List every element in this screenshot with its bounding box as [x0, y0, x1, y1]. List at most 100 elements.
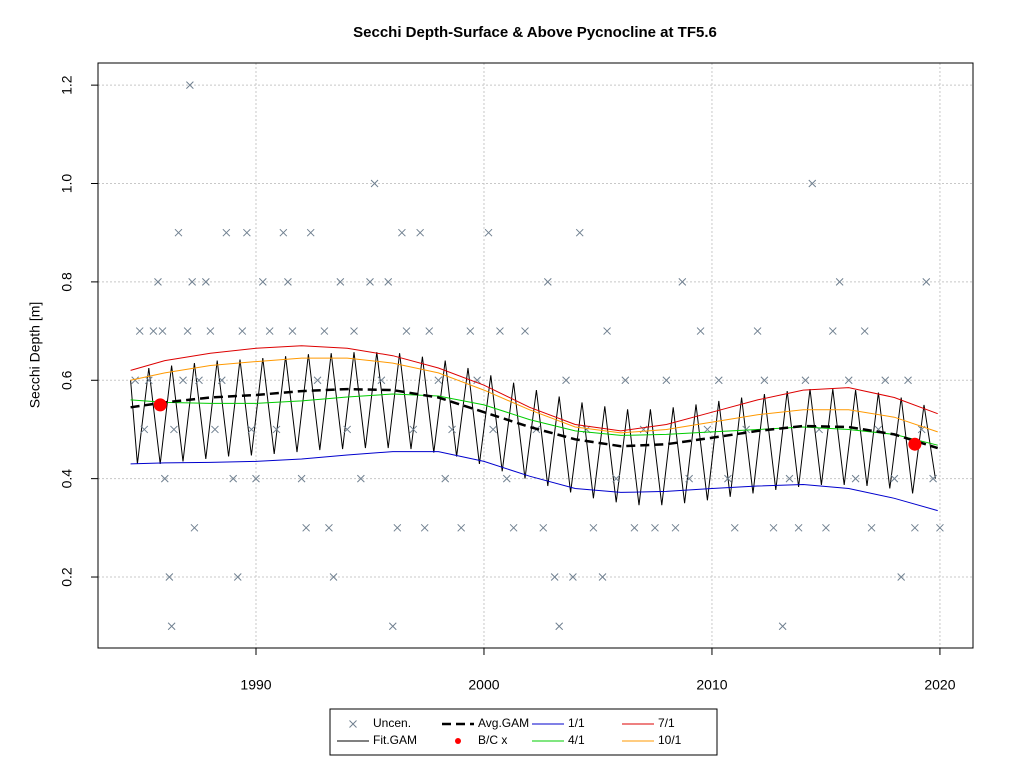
data-point	[233, 573, 242, 581]
data-point	[769, 523, 778, 532]
data-point	[306, 228, 315, 237]
data-point	[167, 622, 176, 631]
data-point	[473, 376, 481, 385]
data-point	[929, 474, 937, 483]
data-point	[678, 278, 687, 286]
data-point	[288, 327, 297, 335]
data-point	[229, 474, 238, 483]
data-point	[325, 523, 333, 532]
data-point	[357, 474, 365, 483]
data-point	[844, 376, 853, 385]
data-point	[370, 179, 379, 188]
x-tick-label: 2010	[696, 677, 727, 693]
data-point	[247, 425, 256, 434]
data-point	[402, 327, 411, 335]
data-point	[131, 376, 140, 385]
data-point	[785, 474, 794, 483]
data-point	[243, 228, 251, 237]
data-point	[466, 327, 475, 335]
data-point	[174, 228, 183, 237]
data-point	[630, 523, 639, 532]
data-point	[302, 523, 311, 532]
data-point	[252, 474, 260, 483]
data-point	[201, 278, 210, 286]
data-point	[183, 327, 192, 335]
data-point	[696, 327, 705, 335]
data-point	[384, 278, 393, 286]
data-point	[539, 523, 548, 532]
data-point	[509, 523, 518, 532]
data-point	[329, 573, 338, 581]
data-point	[170, 425, 178, 434]
legend-symbol	[349, 720, 357, 728]
data-point	[562, 376, 570, 385]
data-point	[555, 622, 564, 631]
data-point	[860, 327, 869, 335]
data-point	[543, 278, 552, 286]
data-point	[160, 474, 169, 483]
chart-title: Secchi Depth-Surface & Above Pycnocline …	[353, 24, 717, 41]
data-point	[496, 327, 504, 335]
data-point	[144, 376, 153, 385]
y-tick-label: 0.2	[59, 567, 75, 587]
data-point	[897, 573, 906, 581]
x-tick-label: 2020	[924, 677, 955, 693]
data-point	[313, 376, 322, 385]
data-point	[195, 376, 203, 385]
data-point	[258, 278, 267, 286]
data-point	[794, 523, 803, 532]
data-point	[217, 376, 226, 385]
line	[130, 357, 938, 434]
data-point	[724, 474, 732, 483]
data-point	[409, 425, 418, 434]
bc-point	[908, 437, 922, 451]
data-point	[484, 228, 493, 237]
y-tick-label: 1.2	[59, 75, 75, 95]
data-point	[881, 376, 890, 385]
data-point	[158, 327, 167, 335]
legend-label: 7/1	[658, 716, 675, 730]
data-point	[612, 474, 621, 483]
data-point	[685, 474, 694, 483]
data-point	[603, 327, 611, 335]
data-point	[434, 376, 443, 385]
data-point	[851, 474, 860, 483]
legend-label: 1/1	[568, 716, 585, 730]
data-point	[828, 327, 837, 335]
data-point	[188, 278, 197, 286]
data-point	[760, 376, 769, 385]
line	[130, 393, 938, 446]
data-point	[502, 474, 511, 483]
data-point	[589, 523, 598, 532]
y-tick-label: 1.0	[59, 174, 75, 194]
data-point	[801, 376, 810, 385]
data-point	[238, 327, 247, 335]
data-point	[489, 425, 497, 434]
data-point	[320, 327, 329, 335]
data-point	[265, 327, 274, 335]
data-point	[165, 573, 174, 581]
data-point	[366, 278, 374, 286]
legend-label: Uncen.	[373, 716, 411, 730]
data-point	[179, 376, 187, 385]
data-point	[835, 278, 844, 286]
data-point	[154, 278, 162, 286]
y-tick-label: 0.8	[59, 272, 75, 292]
data-point	[521, 327, 529, 335]
data-point	[922, 278, 931, 286]
data-point	[569, 573, 577, 581]
plot-frame	[97, 62, 974, 649]
data-point	[550, 573, 559, 581]
data-point	[350, 327, 358, 335]
data-point	[662, 376, 671, 385]
data-point	[753, 327, 762, 335]
data-point	[651, 523, 659, 532]
legend-symbol	[455, 738, 461, 744]
legend-label: 4/1	[568, 733, 585, 747]
data-point	[621, 376, 630, 385]
data-point	[398, 228, 406, 237]
data-point	[867, 523, 876, 532]
data-point	[730, 523, 739, 532]
avg-line	[130, 387, 939, 450]
data-point	[140, 425, 149, 434]
